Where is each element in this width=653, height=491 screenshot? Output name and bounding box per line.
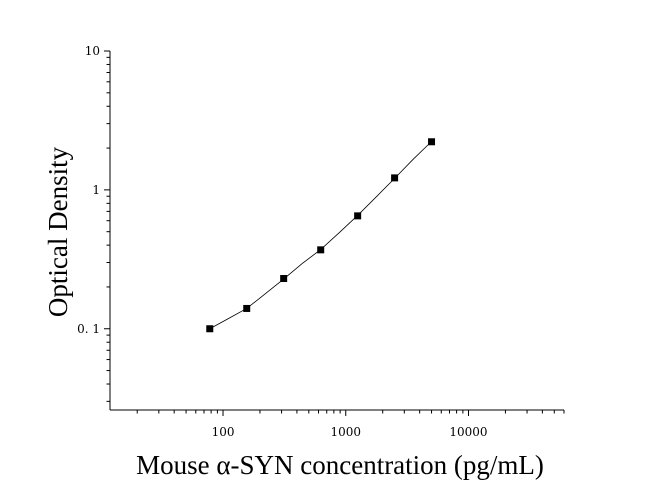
fit-curve-layer	[209, 141, 432, 330]
fit-curve	[209, 141, 432, 330]
y-tick-label: 1	[92, 183, 100, 197]
data-point	[206, 325, 214, 333]
y-axis-title: Optical Density	[43, 146, 73, 317]
data-point	[354, 212, 362, 220]
axes	[109, 51, 564, 411]
ticks: 100 1000 10000 0. 1 1 10	[77, 44, 565, 439]
data-points	[206, 138, 436, 333]
data-point	[280, 275, 288, 283]
data-point	[428, 138, 436, 146]
y-tick-label: 10	[85, 44, 100, 58]
data-point	[243, 304, 251, 312]
data-point	[317, 246, 325, 254]
x-axis-title: Mouse α-SYN concentration (pg/mL)	[136, 450, 544, 480]
data-point	[391, 174, 399, 182]
x-tick-label: 1000	[330, 425, 361, 439]
y-tick-label: 0. 1	[77, 322, 100, 336]
x-tick-label: 10000	[449, 425, 487, 439]
x-tick-label: 100	[212, 425, 235, 439]
